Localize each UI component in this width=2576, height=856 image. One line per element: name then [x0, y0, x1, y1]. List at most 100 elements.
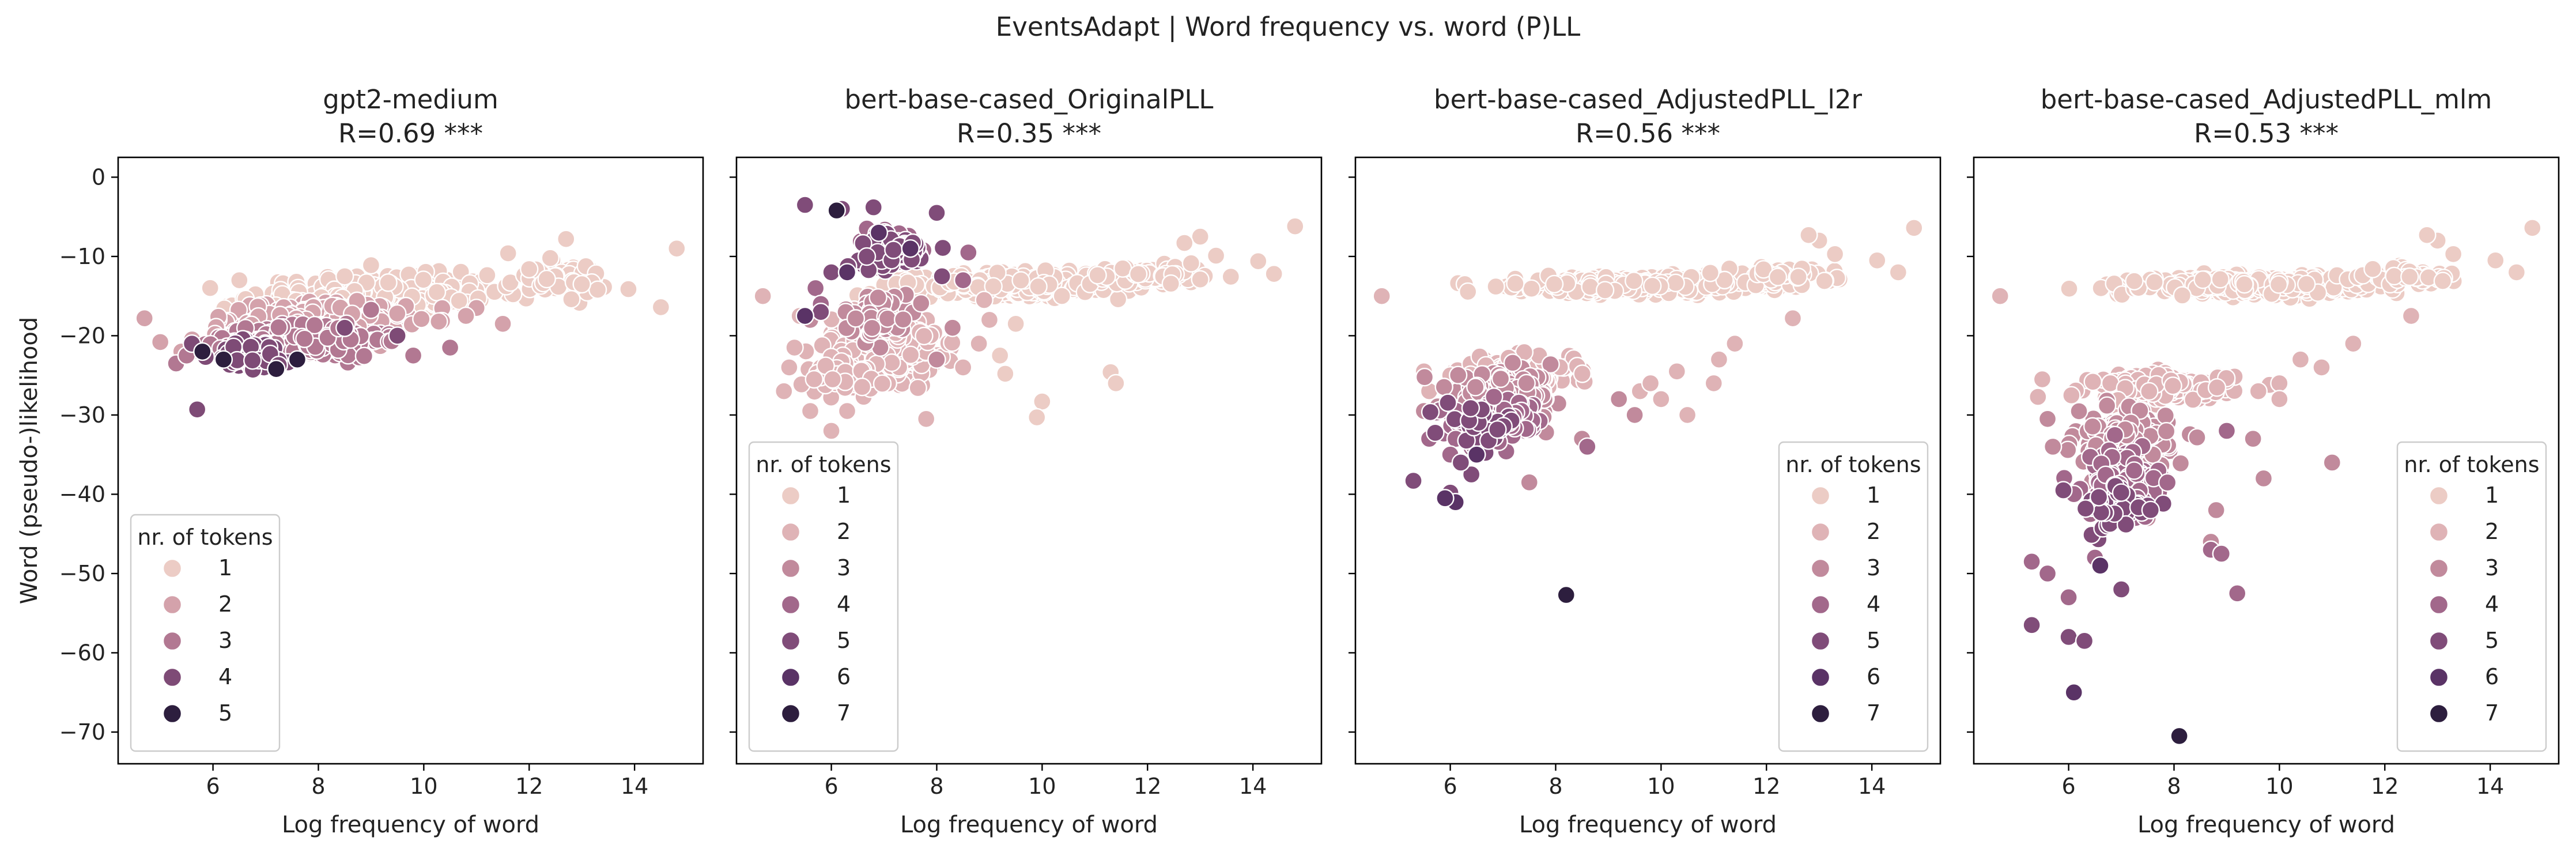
- axes-frame: [1354, 156, 1942, 765]
- data-point: [1678, 405, 1697, 425]
- series-1: [1448, 218, 1924, 305]
- legend-label: 4: [2485, 591, 2499, 617]
- data-point: [354, 346, 374, 365]
- y-tick-label: −40: [59, 481, 105, 507]
- data-point: [827, 201, 846, 220]
- data-point: [785, 338, 804, 357]
- series-6: [1436, 445, 1486, 512]
- data-point: [2270, 374, 2289, 393]
- legend-marker: [2428, 522, 2449, 542]
- x-tick-label: 10: [2265, 774, 2293, 799]
- data-point: [2212, 544, 2231, 563]
- legend-marker: [780, 485, 801, 506]
- points-layer: [135, 229, 686, 419]
- legend-marker: [1810, 558, 1831, 579]
- data-point: [846, 309, 866, 328]
- data-point: [2249, 382, 2268, 401]
- data-point: [837, 401, 857, 421]
- points-layer: [1372, 218, 1924, 605]
- data-point: [2091, 556, 2110, 575]
- data-point: [912, 293, 931, 313]
- data-point: [1704, 374, 1724, 393]
- legend-marker: [780, 594, 801, 615]
- legend-marker: [2428, 631, 2449, 651]
- legend-marker: [2428, 485, 2449, 506]
- data-point: [193, 342, 212, 361]
- data-point: [1815, 271, 1834, 291]
- data-point: [1625, 405, 1644, 425]
- legend-marker: [162, 631, 183, 651]
- data-point: [2112, 483, 2131, 502]
- data-point: [2207, 500, 2226, 520]
- data-point: [2158, 473, 2177, 492]
- x-axis-label: Log frequency of word: [2137, 812, 2395, 838]
- legend-marker: [2428, 594, 2449, 615]
- data-point: [498, 244, 518, 263]
- data-point: [933, 238, 953, 258]
- legend-marker: [162, 667, 183, 688]
- legend-marker: [2428, 558, 2449, 579]
- legend-title: nr. of tokens: [1785, 452, 1921, 477]
- data-point: [1488, 420, 1507, 439]
- legend-marker: [1810, 594, 1831, 615]
- data-point: [2091, 503, 2111, 522]
- legend-label: 2: [837, 519, 851, 544]
- data-point: [2312, 358, 2331, 377]
- legend-label: 4: [1867, 591, 1880, 617]
- data-point: [2170, 726, 2189, 746]
- x-tick-label: 8: [1548, 774, 1562, 799]
- data-point: [562, 289, 581, 309]
- data-point: [864, 198, 883, 217]
- axes-frame: [117, 156, 704, 765]
- legend-marker: [1810, 522, 1831, 542]
- data-point: [1461, 465, 1481, 484]
- series-3: [2038, 391, 2342, 552]
- panel-correlation: R=0.35 ***: [957, 118, 1101, 149]
- series-6: [795, 223, 920, 326]
- data-point: [863, 318, 882, 338]
- legend-label: 2: [1867, 519, 1880, 544]
- data-point: [1709, 350, 1729, 369]
- data-point: [1404, 471, 1423, 491]
- data-point: [2029, 387, 2048, 406]
- legend-label: 6: [1867, 664, 1880, 689]
- x-tick-label: 14: [1858, 774, 1886, 799]
- data-point: [2038, 564, 2057, 583]
- panel-title: gpt2-medium: [323, 84, 498, 115]
- legend-marker: [162, 558, 183, 579]
- y-tick-label: −50: [59, 561, 105, 586]
- data-point: [837, 263, 857, 282]
- data-point: [1491, 369, 1510, 389]
- data-point: [651, 297, 671, 317]
- panel-correlation: R=0.69 ***: [338, 118, 483, 149]
- data-point: [2173, 286, 2192, 305]
- x-tick-label: 12: [1752, 774, 1780, 799]
- data-point: [450, 291, 469, 311]
- y-tick-label: −30: [59, 402, 105, 428]
- data-point: [1421, 402, 1440, 422]
- data-point: [927, 203, 946, 223]
- data-point: [1006, 314, 1025, 333]
- axes-frame: [735, 156, 1323, 765]
- data-point: [969, 334, 988, 353]
- data-point: [412, 310, 431, 329]
- data-point: [2156, 421, 2176, 441]
- data-point: [1503, 353, 1523, 372]
- legend-marker: [1810, 703, 1831, 724]
- legend-marker: [780, 558, 801, 579]
- data-point: [1181, 254, 1201, 273]
- data-point: [201, 278, 220, 297]
- series-5: [193, 342, 307, 379]
- points-layer: [1990, 218, 2542, 746]
- data-point: [557, 229, 576, 248]
- data-point: [478, 266, 497, 285]
- data-point: [1113, 259, 1132, 278]
- data-point: [1643, 276, 1662, 296]
- data-point: [2125, 271, 2144, 291]
- data-point: [572, 274, 591, 294]
- data-point: [795, 306, 815, 326]
- series-6: [2064, 556, 2110, 702]
- data-point: [187, 400, 207, 419]
- data-point: [908, 378, 927, 398]
